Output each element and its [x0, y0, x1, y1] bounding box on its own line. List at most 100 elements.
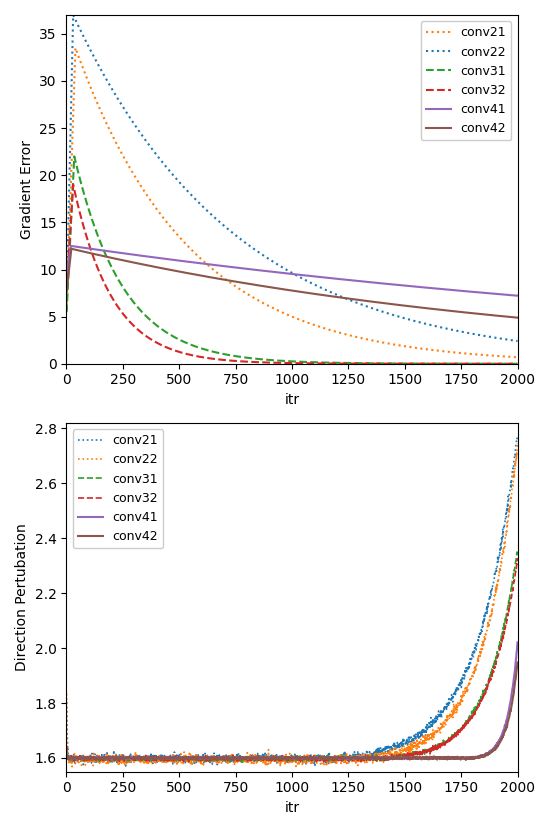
conv31 — [283, 356, 289, 366]
conv32 — [283, 358, 289, 368]
conv21 — [72, 43, 79, 53]
conv32 — [70, 179, 76, 189]
conv31 — [271, 752, 277, 762]
conv32 — [419, 359, 425, 369]
conv42 — [86, 754, 93, 764]
conv22 — [419, 736, 425, 746]
conv31 — [502, 359, 508, 369]
conv42 — [86, 248, 93, 258]
conv22 — [283, 265, 289, 275]
conv21 — [502, 351, 508, 361]
conv31 — [71, 151, 78, 161]
conv31 — [63, 743, 70, 753]
conv22 — [514, 438, 520, 448]
conv32 — [502, 627, 508, 637]
conv32 — [283, 751, 289, 761]
conv22 — [501, 334, 508, 344]
Legend: conv21, conv22, conv31, conv32, conv41, conv42: conv21, conv22, conv31, conv32, conv41, … — [421, 22, 512, 140]
X-axis label: itr: itr — [284, 801, 300, 815]
conv21 — [514, 352, 521, 362]
conv41 — [419, 753, 425, 763]
conv31 — [271, 355, 277, 365]
conv21 — [501, 521, 508, 531]
conv42 — [514, 657, 521, 667]
conv21 — [86, 81, 93, 90]
conv32 — [86, 242, 93, 252]
conv41 — [63, 268, 70, 278]
conv32 — [514, 553, 521, 563]
conv31 — [419, 359, 425, 369]
conv32 — [501, 626, 508, 636]
conv21 — [123, 761, 129, 771]
conv22 — [271, 756, 277, 766]
conv31 — [86, 208, 93, 218]
conv22 — [283, 749, 289, 759]
conv22 — [63, 689, 70, 699]
conv22 — [501, 536, 508, 546]
conv31 — [63, 307, 70, 317]
conv22 — [70, 10, 76, 20]
conv21 — [419, 727, 425, 737]
conv41 — [419, 282, 425, 292]
Line: conv42: conv42 — [67, 249, 518, 318]
X-axis label: itr: itr — [284, 393, 300, 407]
conv41 — [68, 241, 74, 251]
conv22 — [514, 439, 521, 449]
conv21 — [271, 751, 277, 761]
Line: conv21: conv21 — [67, 436, 518, 766]
conv22 — [86, 44, 93, 54]
conv21 — [283, 309, 289, 319]
conv22 — [271, 257, 277, 267]
conv21 — [63, 697, 70, 707]
conv31 — [501, 359, 508, 369]
conv42 — [419, 753, 425, 763]
conv21 — [283, 755, 289, 765]
conv41 — [271, 753, 277, 763]
Line: conv22: conv22 — [67, 15, 518, 341]
conv31 — [514, 545, 521, 555]
conv41 — [86, 754, 93, 764]
conv42 — [271, 753, 277, 763]
conv41 — [463, 755, 469, 765]
conv31 — [283, 756, 289, 766]
conv22 — [63, 297, 70, 307]
conv41 — [283, 268, 289, 278]
conv31 — [514, 545, 520, 555]
conv22 — [502, 539, 508, 549]
conv32 — [514, 359, 521, 369]
conv22 — [419, 318, 425, 328]
conv22 — [514, 336, 521, 346]
conv42 — [501, 311, 508, 321]
conv32 — [321, 757, 327, 767]
conv22 — [86, 752, 93, 762]
conv41 — [514, 290, 521, 300]
Legend: conv21, conv22, conv31, conv32, conv41, conv42: conv21, conv22, conv31, conv32, conv41, … — [73, 429, 163, 549]
conv41 — [86, 244, 93, 254]
Line: conv41: conv41 — [67, 246, 518, 295]
conv32 — [502, 359, 508, 369]
conv31 — [502, 618, 508, 627]
conv42 — [283, 752, 289, 762]
conv31 — [239, 757, 246, 767]
conv21 — [419, 344, 425, 354]
Y-axis label: Direction Pertubation: Direction Pertubation — [15, 524, 29, 671]
conv41 — [502, 720, 508, 730]
conv21 — [501, 351, 508, 361]
Line: conv31: conv31 — [67, 156, 518, 364]
conv21 — [514, 431, 521, 441]
conv22 — [502, 334, 508, 344]
conv21 — [63, 305, 70, 315]
conv31 — [514, 359, 521, 369]
conv32 — [86, 754, 93, 764]
conv42 — [68, 244, 75, 254]
conv21 — [502, 519, 508, 529]
conv41 — [502, 290, 508, 300]
conv42 — [63, 750, 70, 760]
conv31 — [86, 752, 93, 762]
Line: conv31: conv31 — [67, 550, 518, 762]
conv41 — [283, 754, 289, 764]
conv42 — [283, 285, 289, 295]
conv21 — [271, 304, 277, 314]
conv41 — [514, 637, 521, 647]
conv42 — [271, 283, 277, 293]
